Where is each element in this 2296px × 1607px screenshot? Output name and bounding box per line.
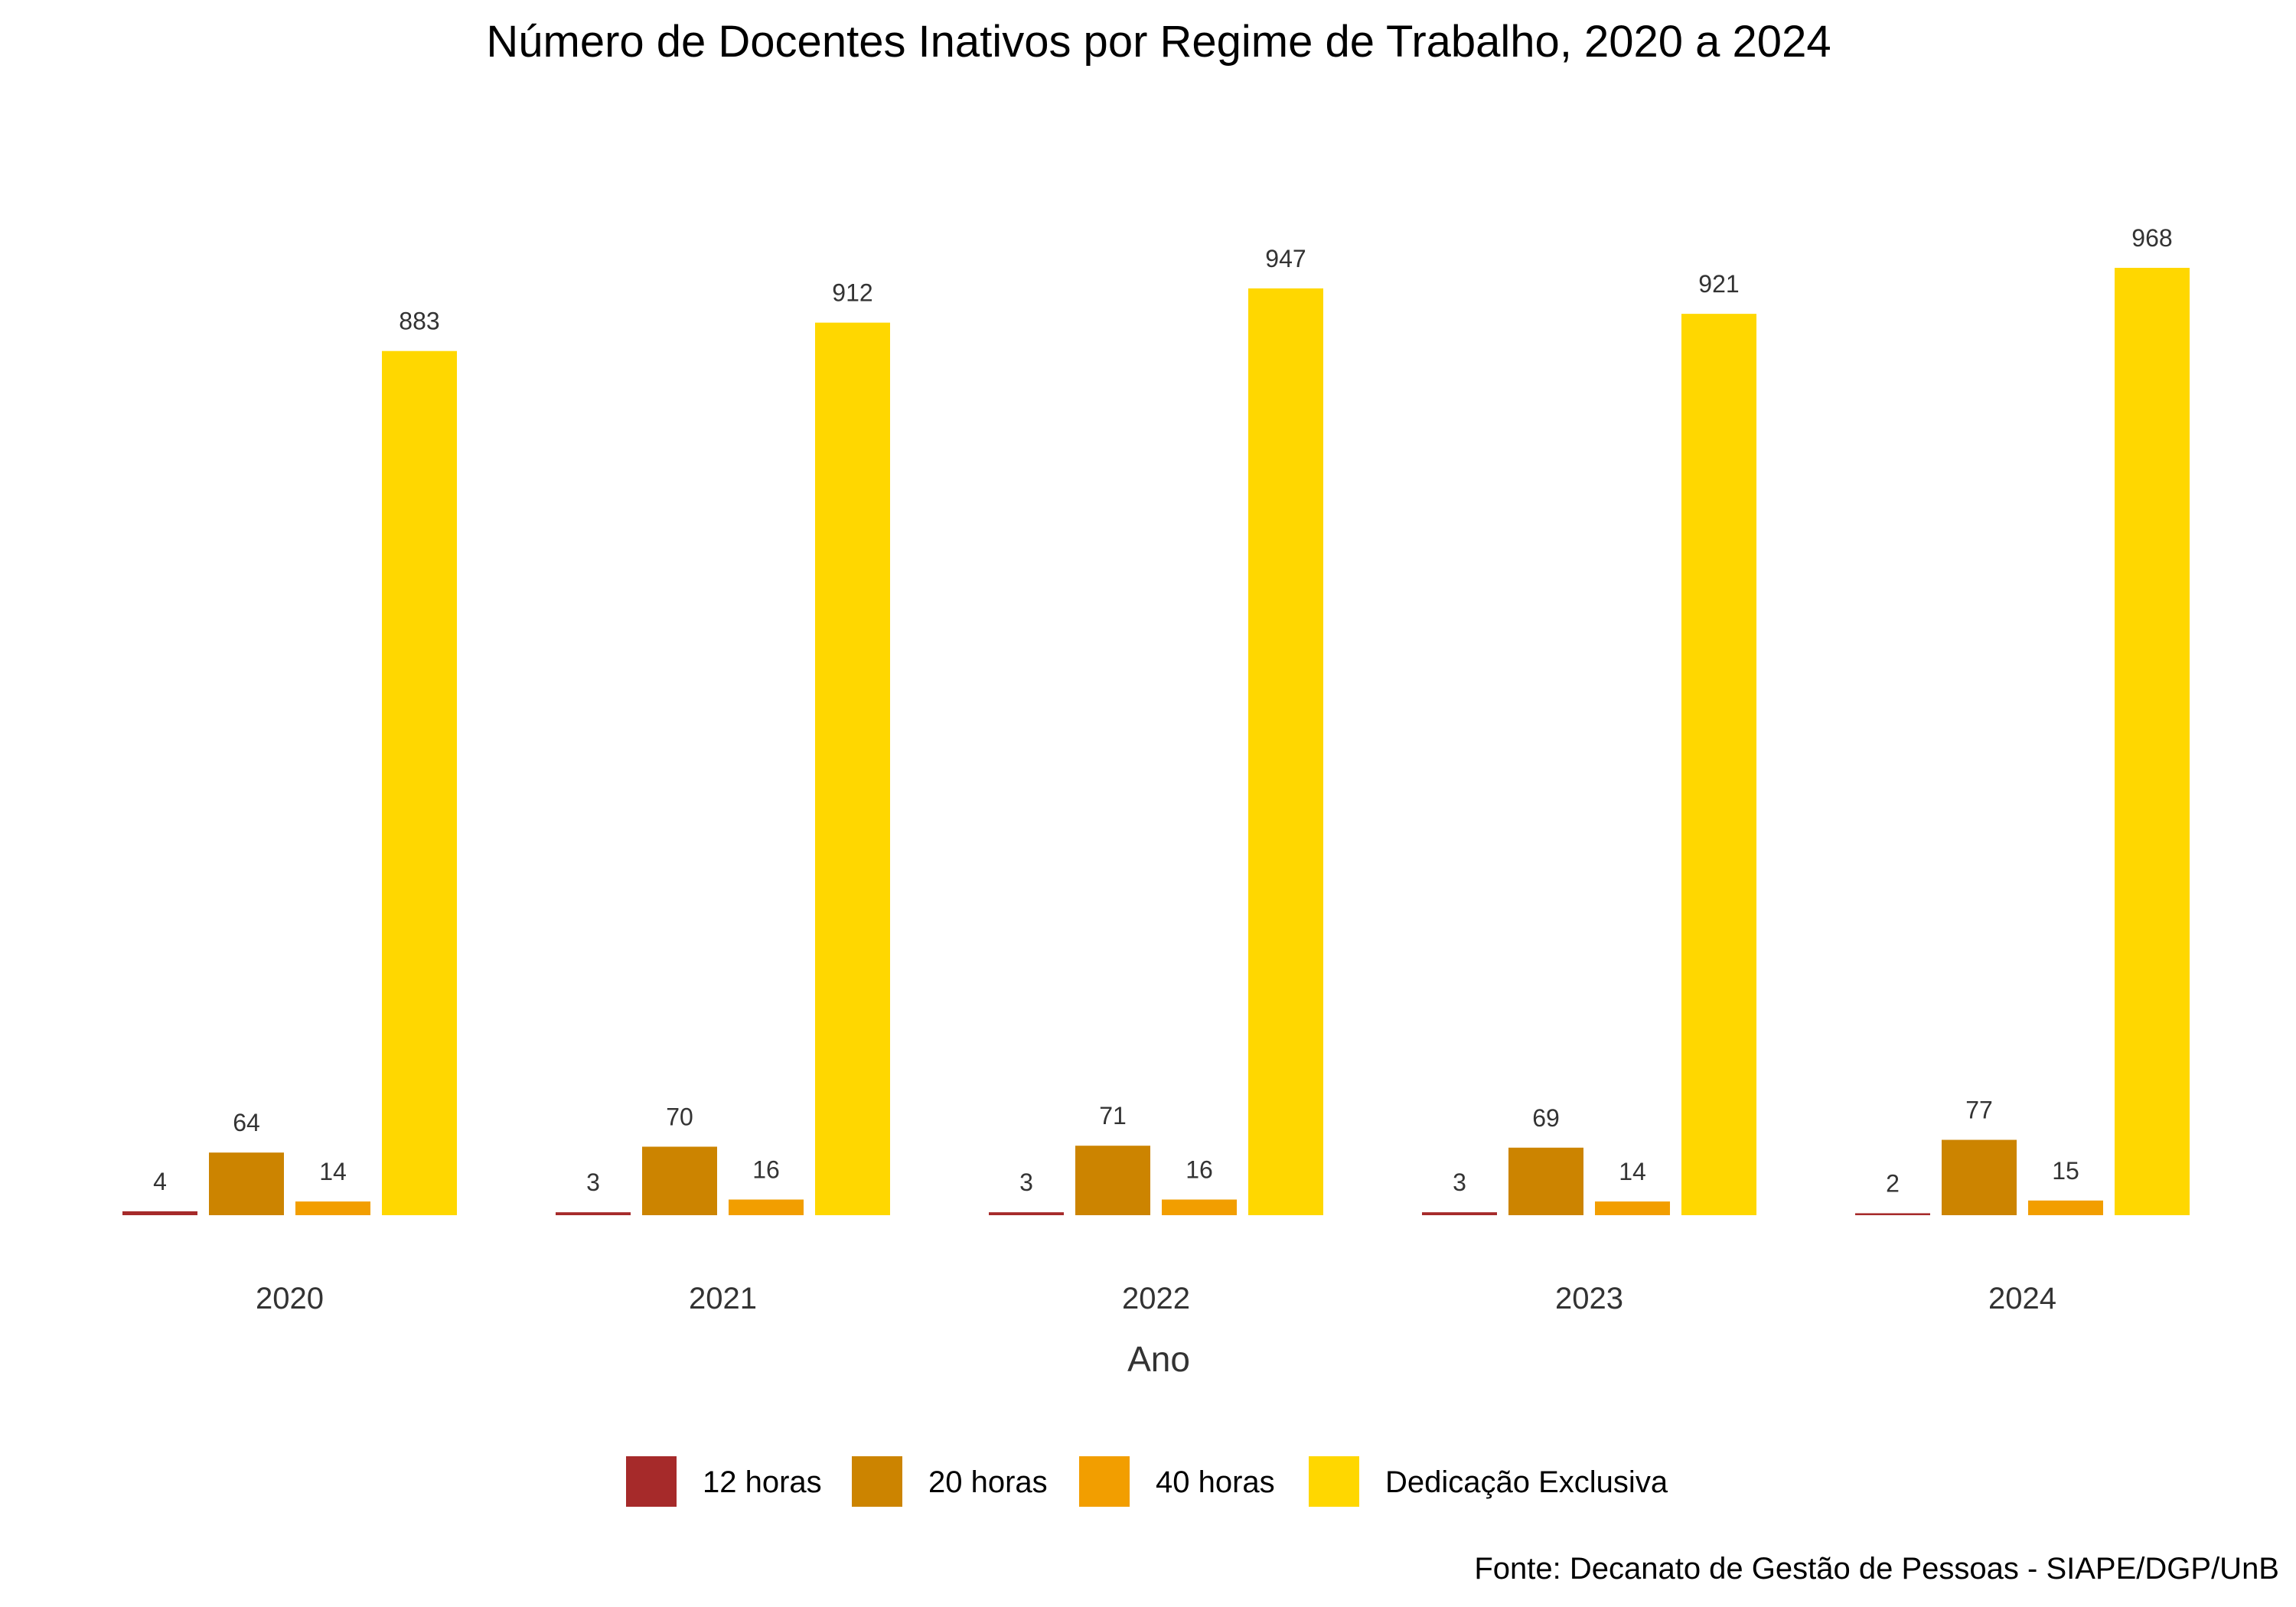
bar-2024-dedicação-exclusiva <box>2115 268 2190 1215</box>
legend: 12 horas 20 horas 40 horas Dedicação Exclus… <box>626 1456 1668 1507</box>
bar-2020-12-horas <box>122 1211 197 1215</box>
bar-group-2024: 2 77 15 968 <box>1855 224 2190 1215</box>
data-label: 883 <box>399 308 439 335</box>
bar-2022-12-horas <box>989 1212 1064 1215</box>
bar-2023-20-horas <box>1508 1147 1583 1215</box>
data-label: 77 <box>1965 1097 1993 1124</box>
bar-group-2022: 3 71 16 947 <box>989 245 1323 1216</box>
bar-2020-40-horas <box>295 1201 370 1215</box>
legend-swatch <box>1309 1456 1359 1507</box>
legend-swatch <box>626 1456 677 1507</box>
legend-item: 20 horas <box>852 1456 1048 1507</box>
data-label: 71 <box>1099 1102 1127 1129</box>
legend-label: 12 horas <box>703 1465 822 1499</box>
x-tick-label: 2020 <box>256 1282 324 1315</box>
bar-2023-40-horas <box>1595 1201 1670 1215</box>
data-label: 2 <box>1886 1169 1900 1197</box>
legend-item: Dedicação Exclusiva <box>1309 1456 1668 1507</box>
x-axis-ticks: 2020 2021 2022 2023 2024 <box>256 1282 2056 1315</box>
data-label: 70 <box>666 1103 693 1130</box>
data-label: 16 <box>1186 1156 1213 1184</box>
data-label: 64 <box>233 1109 260 1136</box>
data-label: 14 <box>319 1158 347 1185</box>
chart-title: Número de Docentes Inativos por Regime d… <box>486 17 1831 67</box>
legend-label: 20 horas <box>928 1465 1048 1499</box>
legend-item: 12 horas <box>626 1456 822 1507</box>
data-label: 947 <box>1265 245 1306 272</box>
x-tick-label: 2023 <box>1555 1282 1623 1315</box>
legend-item: 40 horas <box>1079 1456 1275 1507</box>
bar-2021-dedicação-exclusiva <box>815 322 890 1215</box>
bar-2023-dedicação-exclusiva <box>1681 314 1756 1215</box>
data-label: 3 <box>1453 1169 1466 1196</box>
x-tick-label: 2022 <box>1122 1282 1190 1315</box>
data-label: 69 <box>1532 1104 1560 1132</box>
legend-label: 40 horas <box>1156 1465 1275 1499</box>
bar-2020-dedicação-exclusiva <box>382 350 457 1215</box>
data-label: 912 <box>832 279 872 307</box>
x-axis-title: Ano <box>1127 1339 1190 1379</box>
legend-swatch <box>852 1456 902 1507</box>
bar-2024-12-horas <box>1855 1213 1930 1215</box>
plot-area: 4 64 14 883 3 70 16 912 3 71 16 947 3 69 14 921 2 77 15 968 <box>122 224 2190 1216</box>
bar-2024-40-horas <box>2028 1200 2103 1215</box>
data-label: 968 <box>2131 224 2172 252</box>
bar-2020-20-horas <box>209 1152 284 1215</box>
x-tick-label: 2021 <box>689 1282 757 1315</box>
bar-group-2023: 3 69 14 921 <box>1422 270 1756 1215</box>
bar-2023-12-horas <box>1422 1212 1497 1215</box>
bar-2021-20-horas <box>642 1146 717 1215</box>
bar-2021-12-horas <box>556 1212 631 1215</box>
legend-label: Dedicação Exclusiva <box>1385 1465 1668 1499</box>
data-label: 16 <box>752 1156 780 1184</box>
data-label: 15 <box>2052 1157 2079 1185</box>
bar-group-2021: 3 70 16 912 <box>556 279 890 1215</box>
data-label: 4 <box>153 1168 167 1195</box>
data-label: 921 <box>1698 270 1739 298</box>
data-label: 3 <box>586 1169 600 1196</box>
bar-2021-40-horas <box>729 1199 804 1215</box>
legend-swatch <box>1079 1456 1130 1507</box>
data-label: 14 <box>1619 1158 1646 1185</box>
bar-2022-20-horas <box>1075 1146 1150 1215</box>
chart-caption: Fonte: Decanato de Gestão de Pessoas - S… <box>1474 1552 2279 1586</box>
bar-group-2020: 4 64 14 883 <box>122 308 457 1215</box>
data-label: 3 <box>1019 1169 1033 1196</box>
x-tick-label: 2024 <box>1988 1282 2056 1315</box>
bar-2022-40-horas <box>1162 1199 1237 1215</box>
bar-2022-dedicação-exclusiva <box>1248 288 1323 1216</box>
bar-2024-20-horas <box>1942 1139 2017 1215</box>
